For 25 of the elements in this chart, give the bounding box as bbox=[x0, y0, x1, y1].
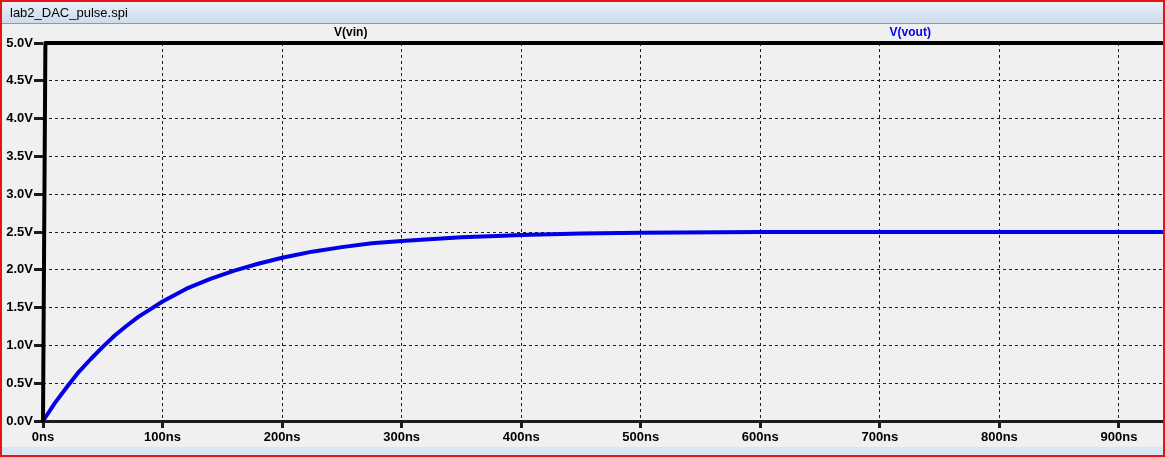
y-tick-label: 4.0V bbox=[6, 110, 34, 126]
x-tick-label: 400ns bbox=[502, 429, 540, 445]
x-tick-label: 800ns bbox=[980, 429, 1018, 445]
x-tick-label: 900ns bbox=[1100, 429, 1138, 445]
y-tick-label: 0.5V bbox=[6, 374, 34, 390]
y-tick-label: 2.5V bbox=[6, 223, 34, 239]
x-tick-label: 200ns bbox=[263, 429, 301, 445]
x-tick-label: 300ns bbox=[383, 429, 421, 445]
x-tick-label: 500ns bbox=[622, 429, 660, 445]
x-tick-label: 0ns bbox=[31, 429, 55, 445]
text: V(vout) bbox=[889, 25, 931, 40]
y-tick-label: 0.0V bbox=[6, 412, 34, 428]
y-tick-label: 1.5V bbox=[6, 299, 34, 315]
y-tick-label: 3.5V bbox=[6, 147, 34, 163]
x-tick-label: 700ns bbox=[861, 429, 899, 445]
chart-title: lab2_DAC_pulse.spi bbox=[10, 5, 128, 20]
series-label: V(vin) bbox=[334, 25, 368, 40]
title-bar: lab2_DAC_pulse.spi bbox=[2, 2, 1163, 24]
x-tick-label: 100ns bbox=[144, 429, 181, 445]
x-tick-label: 600ns bbox=[741, 429, 779, 445]
y-tick-label: 4.5V bbox=[6, 72, 34, 88]
y-tick-label: 1.0V bbox=[6, 336, 34, 352]
y-tick-label: 3.0V bbox=[6, 185, 34, 201]
y-tick-label: 2.0V bbox=[6, 261, 34, 277]
y-tick-label: 5.0V bbox=[6, 34, 34, 50]
